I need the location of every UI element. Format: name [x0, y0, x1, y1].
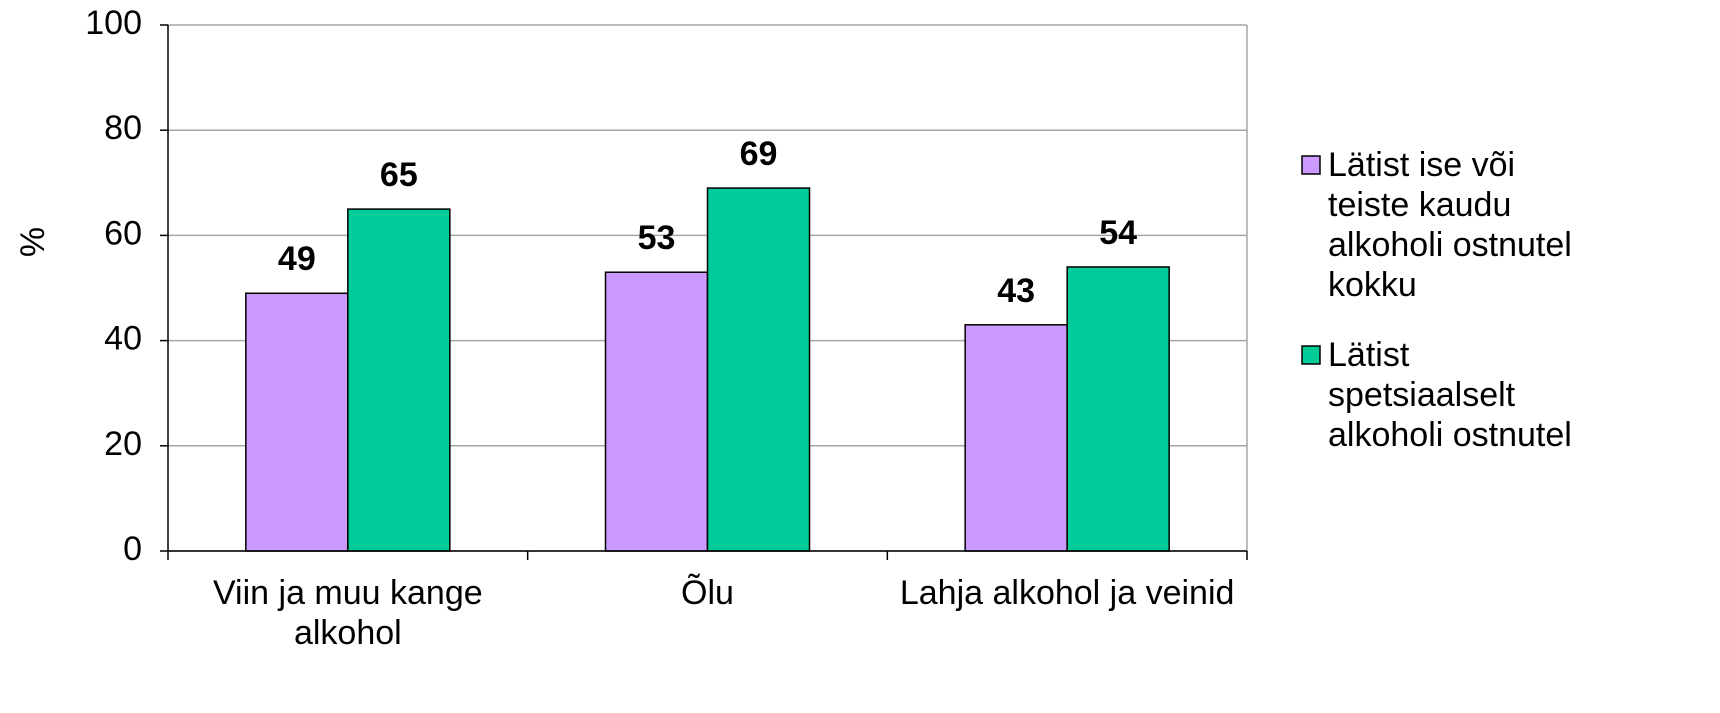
bar: [964, 324, 1068, 552]
x-tick-label: Õlu: [681, 574, 734, 612]
y-tick-label: 40: [104, 320, 142, 358]
data-label: 53: [638, 219, 676, 257]
data-label: 65: [380, 156, 418, 194]
data-label: 43: [997, 272, 1035, 310]
bar: [604, 271, 709, 552]
legend-swatch: [1301, 345, 1321, 365]
data-label: 69: [740, 135, 778, 173]
y-tick-label: 100: [85, 4, 142, 42]
y-axis-label: %: [14, 227, 52, 257]
y-tick-label: 20: [104, 425, 142, 463]
data-label: 54: [1099, 214, 1137, 252]
y-tick-label: 60: [104, 214, 142, 252]
bar: [706, 187, 811, 552]
bar: [1066, 266, 1170, 552]
legend-label: Lätist ise või teiste kaudu alkoholi ost…: [1328, 146, 1572, 304]
y-tick-label: 80: [104, 109, 142, 147]
legend-swatch: [1301, 155, 1321, 175]
legend-label: Lätist spetsiaalselt alkoholi ostnutel: [1328, 336, 1572, 454]
x-tick-label: Viin ja muu kange alkohol: [212, 574, 483, 652]
bar: [347, 208, 451, 552]
data-label: 49: [278, 240, 316, 278]
x-tick-label: Lahja alkohol ja veinid: [899, 574, 1235, 612]
y-tick-label: 0: [123, 530, 142, 568]
bar: [245, 292, 349, 552]
